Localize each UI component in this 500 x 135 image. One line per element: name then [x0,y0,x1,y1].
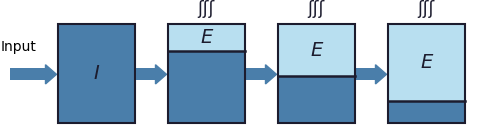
Text: E: E [310,41,322,60]
Bar [388,101,465,123]
Bar [388,24,465,101]
Bar [168,51,245,123]
Polygon shape [156,65,166,84]
Text: ʃʃʃ: ʃʃʃ [308,1,325,18]
Bar [356,68,376,80]
Bar [168,24,245,123]
Polygon shape [376,65,386,84]
Bar [246,68,266,80]
Text: E: E [200,28,212,47]
Bar [278,24,355,123]
Bar [168,24,245,51]
Bar [10,68,46,80]
Text: ʃʃʃ: ʃʃʃ [418,1,435,18]
Bar [388,24,465,123]
Bar [278,24,355,76]
Text: E: E [420,53,432,72]
Text: ʃʃʃ: ʃʃʃ [198,1,215,18]
Bar [136,68,156,80]
Bar [278,76,355,123]
Text: Input: Input [0,40,36,54]
Polygon shape [46,65,56,84]
Text: I: I [94,64,99,83]
Polygon shape [266,65,276,84]
Bar [58,24,135,123]
